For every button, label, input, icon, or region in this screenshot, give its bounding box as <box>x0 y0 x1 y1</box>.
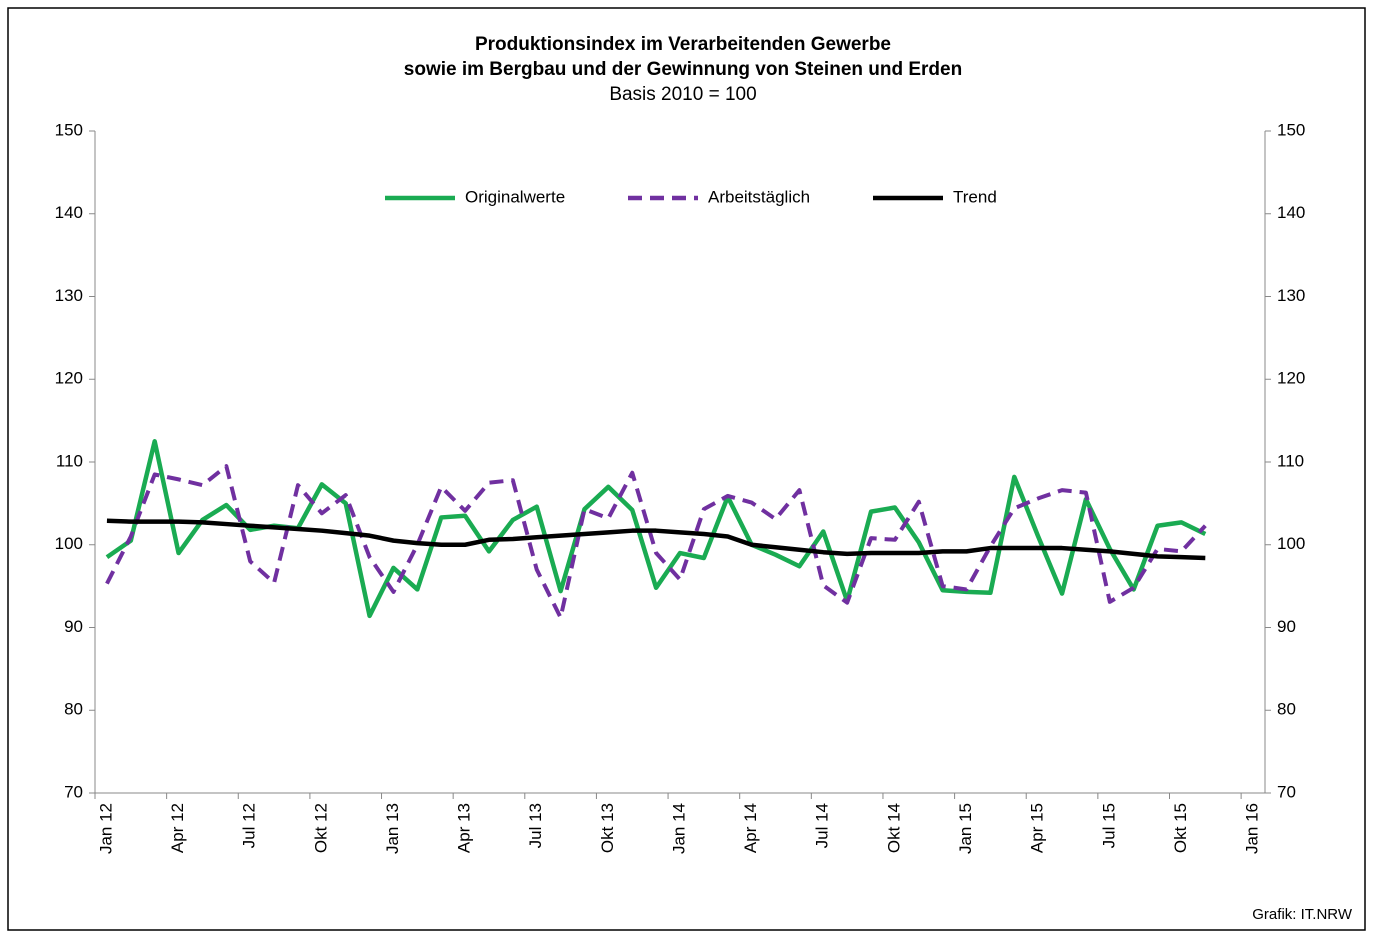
legend-label: Arbeitstäglich <box>708 187 810 206</box>
y-tick-label: 110 <box>56 451 83 470</box>
x-tick-label: Jan 13 <box>383 803 402 854</box>
x-tick-label: Jul 15 <box>1099 803 1118 848</box>
chart-subtitle: Basis 2010 = 100 <box>609 84 756 105</box>
x-tick-label: Okt 15 <box>1171 803 1190 853</box>
y2-tick-label: 130 <box>1277 286 1305 305</box>
y-tick-label: 150 <box>55 120 83 139</box>
y-tick-label: 120 <box>55 369 83 388</box>
x-tick-label: Okt 13 <box>598 803 617 853</box>
y-tick-label: 100 <box>55 534 83 553</box>
x-tick-label: Apr 13 <box>455 803 474 853</box>
chart-border <box>7 7 1366 931</box>
y-tick-label: 70 <box>64 782 83 801</box>
y2-tick-label: 120 <box>1277 369 1305 388</box>
y2-tick-label: 90 <box>1277 617 1296 636</box>
chart-title: Produktionsindex im Verarbeitenden Gewer… <box>475 34 891 55</box>
series-line <box>105 464 1207 620</box>
y2-tick-label: 100 <box>1277 534 1305 553</box>
x-tick-label: Apr 15 <box>1028 803 1047 853</box>
source-note: Grafik: IT.NRW <box>1252 906 1353 923</box>
y-tick-label: 140 <box>55 203 83 222</box>
y2-tick-label: 70 <box>1277 782 1296 801</box>
x-tick-label: Apr 12 <box>168 803 187 853</box>
legend-label: Trend <box>953 187 997 206</box>
x-tick-label: Jul 13 <box>526 803 545 848</box>
y2-tick-label: 110 <box>1277 451 1304 470</box>
y-tick-label: 130 <box>55 286 83 305</box>
x-tick-label: Jan 16 <box>1243 803 1262 854</box>
x-tick-label: Jan 14 <box>669 803 688 854</box>
x-tick-label: Jul 14 <box>813 803 832 848</box>
x-tick-label: Apr 14 <box>741 803 760 853</box>
x-tick-label: Jul 12 <box>240 803 259 848</box>
series-line <box>106 518 1206 561</box>
y2-tick-label: 150 <box>1277 120 1305 139</box>
x-tick-label: Okt 14 <box>884 803 903 853</box>
y2-tick-label: 80 <box>1277 700 1296 719</box>
x-tick-label: Jan 15 <box>956 803 975 854</box>
y2-tick-label: 140 <box>1277 203 1305 222</box>
x-tick-label: Okt 12 <box>311 803 330 853</box>
legend-label: Originalwerte <box>465 187 565 206</box>
chart-title: sowie im Bergbau und der Gewinnung von S… <box>404 59 962 80</box>
x-tick-label: Jan 12 <box>96 803 115 854</box>
y-tick-label: 90 <box>64 617 83 636</box>
y-tick-label: 80 <box>64 700 83 719</box>
